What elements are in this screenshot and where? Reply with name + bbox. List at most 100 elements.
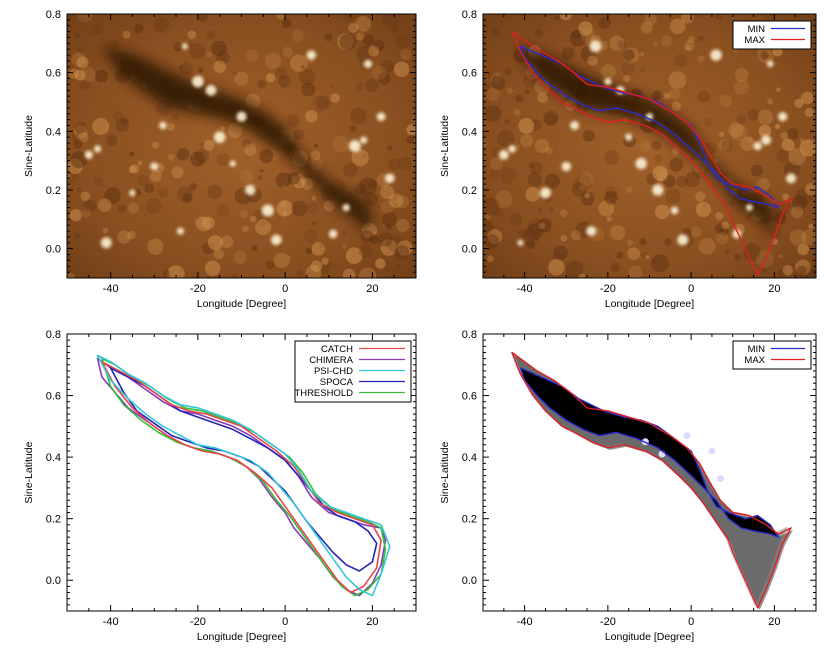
texture-cell	[241, 225, 249, 233]
texture-cell	[395, 32, 412, 49]
texture-cell	[406, 135, 415, 144]
y-tick-label: 0.6	[46, 391, 61, 403]
texture-cell	[697, 90, 710, 103]
y-tick-label: 0.0	[46, 575, 61, 587]
texture-cell	[311, 242, 325, 256]
texture-cell	[538, 222, 546, 230]
legend-label-threshold: THRESHOLD	[294, 388, 353, 399]
bright-point	[778, 112, 788, 122]
texture-cell	[746, 214, 751, 220]
texture-cell	[282, 184, 287, 190]
texture-cell	[213, 248, 224, 260]
texture-cell	[310, 150, 321, 161]
texture-cell	[362, 153, 367, 158]
texture-cell	[486, 255, 494, 263]
texture-cell	[713, 158, 719, 164]
texture-cell	[788, 147, 806, 166]
texture-cell	[97, 198, 112, 212]
texture-cell	[618, 40, 626, 48]
texture-cell	[373, 39, 385, 51]
texture-cell	[113, 110, 124, 121]
texture-cell	[372, 65, 387, 81]
texture-cell	[764, 14, 777, 21]
texture-cell	[605, 186, 618, 199]
texture-cell	[805, 183, 816, 196]
texture-cell	[343, 162, 358, 178]
texture-cell	[351, 148, 369, 167]
texture-cell	[524, 89, 530, 95]
panel-top-left: -40 -20 0 20 0.0 0.2 0.4 0.6 0.8 Longitude [Degre…	[23, 9, 417, 310]
texture-cell	[652, 165, 668, 181]
texture-cell	[362, 34, 375, 46]
texture-cell	[92, 23, 104, 36]
texture-cell	[616, 251, 624, 259]
x-tick-label: 0	[282, 283, 288, 295]
texture-cell	[486, 87, 500, 102]
texture-cell	[809, 190, 816, 202]
texture-cell	[216, 152, 230, 167]
texture-cell	[515, 144, 521, 149]
texture-cell	[375, 258, 386, 269]
texture-cell	[496, 129, 515, 148]
texture-cell	[527, 172, 542, 187]
texture-cell	[232, 273, 238, 278]
texture-cell	[213, 60, 226, 73]
texture-cell	[102, 227, 109, 234]
contour-spoca	[109, 367, 378, 572]
texture-cell	[616, 39, 627, 50]
bright-point	[786, 173, 797, 184]
texture-cell	[641, 251, 648, 258]
texture-cell	[756, 178, 770, 192]
x-tick-label: -20	[190, 616, 206, 628]
texture-cell	[798, 243, 810, 255]
texture-cell	[71, 52, 86, 67]
agreement-full-region	[520, 367, 779, 538]
texture-cell	[544, 112, 558, 127]
legend-box	[294, 340, 412, 403]
texture-cell	[622, 49, 635, 61]
texture-cell	[537, 92, 548, 104]
texture-cell	[176, 186, 194, 203]
texture-cell	[330, 84, 335, 89]
texture-cell	[319, 243, 324, 249]
texture-cell	[187, 30, 197, 40]
texture-cell	[76, 186, 82, 192]
texture-cell	[117, 204, 127, 214]
texture-cell	[194, 148, 209, 164]
texture-cell	[241, 138, 252, 149]
y-tick-label: 0.2	[46, 185, 61, 197]
texture-cell	[620, 34, 626, 39]
legend-label-max: MAX	[744, 355, 765, 366]
bright-point	[181, 43, 188, 50]
texture-cell	[782, 265, 794, 276]
texture-cell	[776, 87, 781, 92]
texture-cell	[259, 149, 274, 164]
texture-cell	[801, 229, 816, 246]
texture-cell	[548, 259, 565, 276]
texture-cell	[518, 228, 528, 238]
texture-cell	[246, 49, 259, 62]
texture-cell	[202, 242, 215, 255]
x-tick-label: 0	[688, 616, 694, 628]
texture-cell	[743, 243, 761, 261]
y-axis-title: Sine-Latitude	[439, 115, 451, 177]
texture-cell	[120, 117, 129, 126]
texture-cell	[523, 74, 537, 88]
texture-cell	[698, 35, 705, 42]
texture-cell	[780, 132, 789, 140]
texture-cell	[153, 17, 169, 33]
texture-cell	[220, 235, 234, 249]
texture-cell	[368, 234, 379, 244]
texture-cell	[664, 238, 672, 246]
bright-point	[261, 204, 274, 217]
texture-cell	[94, 69, 108, 83]
texture-cell	[190, 153, 196, 158]
texture-cell	[269, 150, 280, 161]
texture-cell	[669, 157, 684, 172]
x-tick-label: 0	[282, 616, 288, 628]
bright-point	[745, 204, 753, 212]
bright-point	[342, 203, 350, 212]
texture-cell	[69, 208, 83, 222]
